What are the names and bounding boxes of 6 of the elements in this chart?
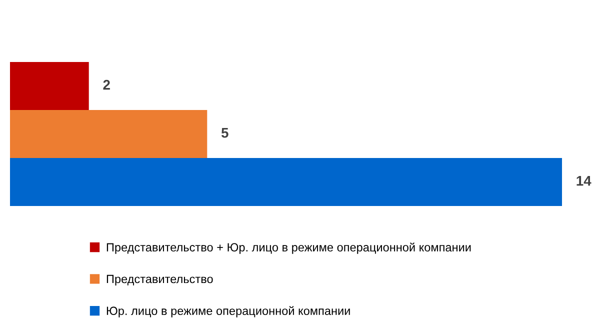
legend-label: Юр. лицо в режиме операционной компании <box>106 306 350 318</box>
data-label: 2 <box>103 80 110 90</box>
legend-label: Представительство + Юр. лицо в режиме операционной компании <box>106 242 471 254</box>
data-label: 14 <box>576 176 592 186</box>
legend-label: Представительство <box>106 274 213 286</box>
data-label: 5 <box>221 128 228 138</box>
